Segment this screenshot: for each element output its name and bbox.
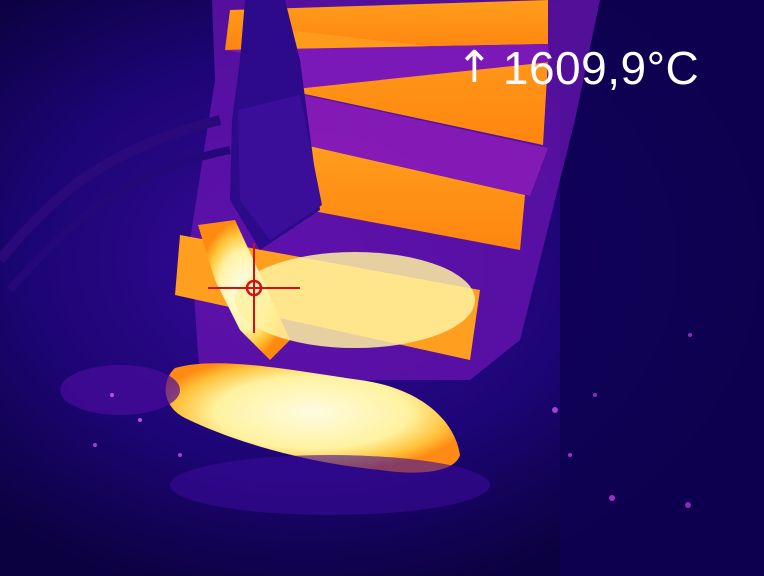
spill-bottom xyxy=(170,455,490,515)
temperature-readout: ↑ 1609,9°C xyxy=(456,36,699,100)
temperature-value: 1609,9°C xyxy=(502,42,700,94)
rack-separator-1 xyxy=(225,44,550,90)
rack-separator-2 xyxy=(290,92,548,196)
molten-mid-glow xyxy=(235,252,475,348)
sparks xyxy=(93,333,692,508)
ladle-arm-body xyxy=(238,95,322,240)
crosshair-icon xyxy=(208,243,300,333)
arrow-up-icon: ↑ xyxy=(456,42,493,93)
right-dark-region xyxy=(560,0,764,576)
hot-bar-3 xyxy=(305,145,525,250)
molten-pool xyxy=(165,363,460,473)
hose-1 xyxy=(0,115,222,264)
hose-2 xyxy=(6,146,231,293)
spill-left xyxy=(60,365,180,415)
